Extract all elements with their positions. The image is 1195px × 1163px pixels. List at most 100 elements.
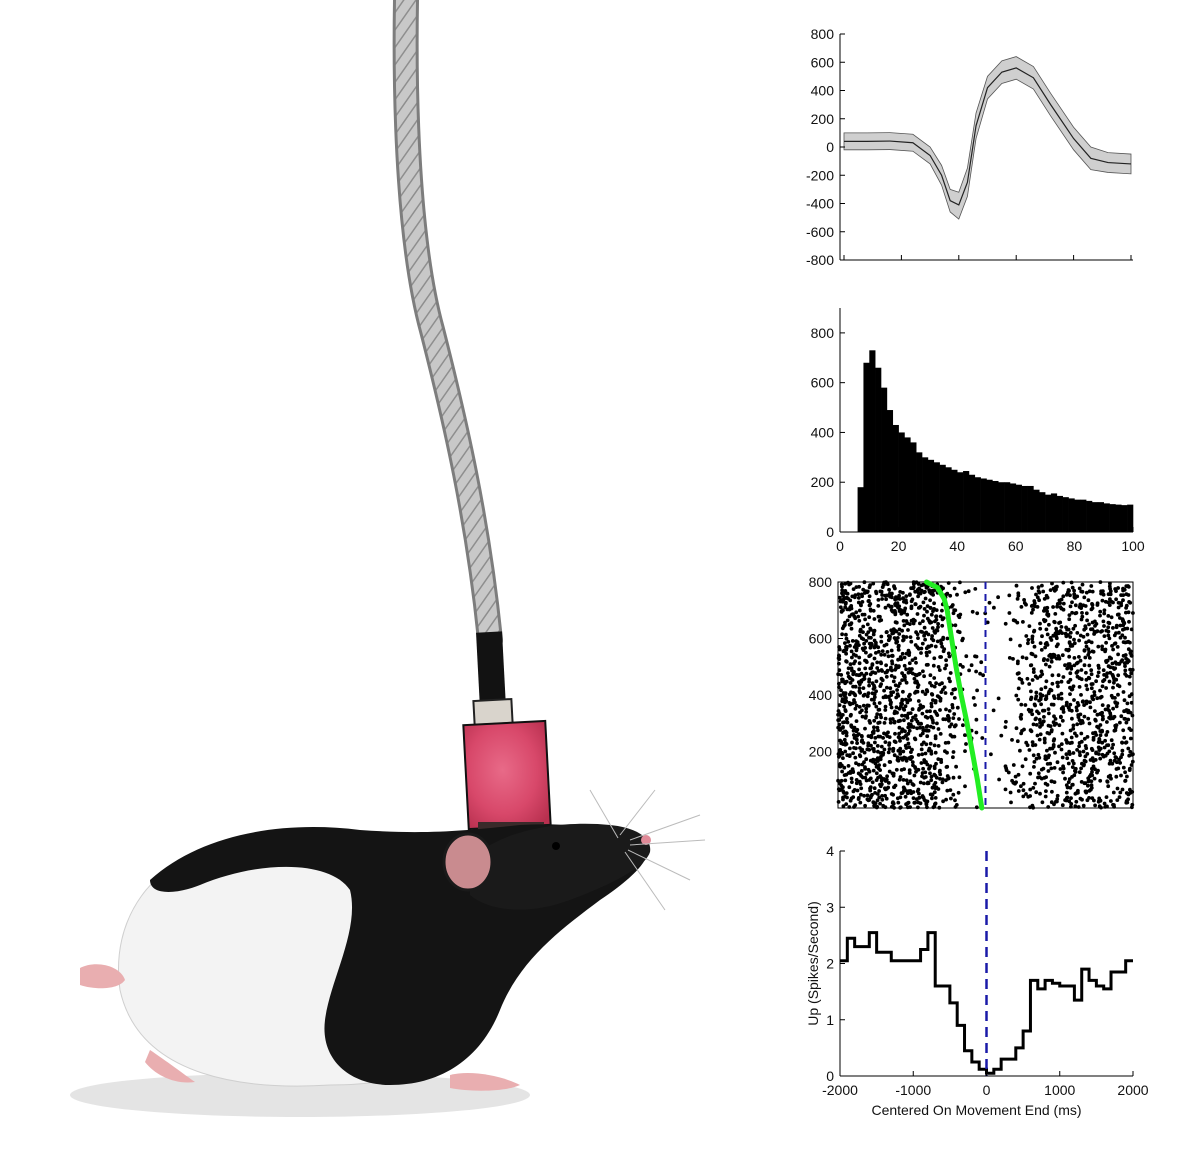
raster-spike bbox=[934, 681, 938, 686]
raster-spike bbox=[1032, 644, 1037, 649]
raster-spike bbox=[1109, 738, 1114, 743]
raster-spike bbox=[884, 663, 888, 668]
firing-rate-line bbox=[840, 931, 1133, 1075]
raster-spike bbox=[919, 761, 924, 765]
raster-spike bbox=[1111, 706, 1115, 711]
raster-spike bbox=[897, 632, 902, 636]
raster-spike bbox=[1085, 735, 1090, 739]
raster-spike bbox=[1115, 798, 1120, 802]
histogram-bar bbox=[1109, 504, 1116, 532]
raster-spike bbox=[894, 666, 898, 671]
raster-spike bbox=[850, 780, 854, 784]
raster-spike bbox=[891, 804, 895, 809]
histogram-bar bbox=[916, 452, 923, 532]
raster-spike bbox=[1090, 796, 1095, 800]
raster-spike bbox=[887, 587, 891, 592]
raster-spike bbox=[859, 592, 864, 597]
raster-spike bbox=[1124, 720, 1129, 725]
raster-spike bbox=[1020, 729, 1024, 733]
raster-spike bbox=[1030, 712, 1035, 717]
raster-spike bbox=[1115, 786, 1120, 791]
histogram-x-tick-label: 0 bbox=[836, 538, 844, 554]
raster-spike bbox=[1117, 630, 1121, 635]
raster-spike bbox=[884, 796, 889, 801]
raster-spike bbox=[1030, 678, 1035, 682]
raster-spike bbox=[1102, 801, 1107, 806]
raster-spike bbox=[1117, 757, 1121, 762]
raster-spike bbox=[852, 670, 856, 674]
raster-spike bbox=[948, 788, 953, 792]
raster-spike bbox=[882, 652, 887, 657]
raster-spike bbox=[1124, 603, 1129, 608]
raster-spike bbox=[1035, 733, 1040, 738]
raster-spike bbox=[1030, 640, 1035, 644]
raster-spike bbox=[1115, 645, 1120, 649]
raster-spike bbox=[899, 704, 903, 709]
raster-spike bbox=[1078, 658, 1083, 663]
raster-spike bbox=[1037, 590, 1042, 595]
raster-spike bbox=[1114, 755, 1119, 760]
raster-spike bbox=[872, 701, 877, 706]
raster-spike bbox=[918, 591, 923, 596]
raster-spike bbox=[1039, 702, 1043, 707]
raster-spike bbox=[932, 588, 937, 593]
raster-spike bbox=[1127, 674, 1132, 679]
raster-spike bbox=[1085, 687, 1090, 692]
raster-spike bbox=[1080, 761, 1084, 766]
raster-spike bbox=[928, 598, 932, 603]
raster-spike bbox=[854, 703, 859, 708]
raster-spike bbox=[1017, 676, 1022, 681]
raster-spike bbox=[1042, 737, 1047, 742]
raster-spike bbox=[1038, 626, 1043, 631]
raster-spike bbox=[904, 758, 909, 763]
raster-spike bbox=[1083, 624, 1088, 628]
raster-spike bbox=[1031, 607, 1035, 612]
raster-spike bbox=[989, 752, 993, 757]
raster-spike bbox=[918, 801, 923, 806]
raster-spike bbox=[844, 742, 849, 746]
raster-spike bbox=[946, 581, 951, 585]
raster-spike bbox=[909, 618, 914, 623]
raster-spike bbox=[1055, 797, 1060, 801]
raster-spike bbox=[872, 656, 877, 661]
raster-spike bbox=[927, 590, 932, 594]
histogram-bar bbox=[892, 424, 899, 532]
raster-spike bbox=[1125, 626, 1130, 631]
raster-spike bbox=[1087, 789, 1092, 793]
raster-spike bbox=[1083, 759, 1088, 764]
raster-spike bbox=[867, 585, 872, 590]
raster-spike bbox=[1123, 740, 1128, 745]
raster-spike bbox=[941, 649, 946, 654]
raster-spike bbox=[1027, 748, 1032, 752]
raster-spike bbox=[1074, 791, 1079, 796]
raster-spike bbox=[910, 760, 915, 764]
raster-spike bbox=[969, 663, 974, 668]
raster-spike bbox=[1072, 663, 1077, 668]
raster-spike bbox=[1103, 805, 1108, 809]
raster-spike bbox=[1065, 756, 1070, 761]
raster-spike bbox=[853, 755, 858, 760]
raster-spike bbox=[933, 786, 938, 791]
raster-spike bbox=[931, 593, 935, 597]
raster-spike bbox=[851, 751, 855, 756]
raster-spike bbox=[1110, 746, 1114, 750]
histogram-bar bbox=[886, 410, 894, 532]
raster-spike bbox=[862, 676, 867, 681]
raster-spike bbox=[1114, 774, 1119, 779]
raster-spike bbox=[919, 583, 924, 588]
raster-spike bbox=[917, 605, 922, 610]
raster-spike bbox=[1015, 597, 1020, 601]
raster-spike bbox=[896, 758, 901, 763]
raster-spike bbox=[941, 799, 945, 804]
raster-spike bbox=[1049, 766, 1054, 771]
raster-spike bbox=[843, 601, 848, 606]
raster-spike bbox=[1044, 679, 1049, 684]
raster-spike bbox=[928, 724, 933, 729]
raster-spike bbox=[925, 653, 929, 658]
rat-shadow bbox=[70, 1073, 530, 1117]
raster-spike bbox=[1069, 667, 1074, 671]
isi-histogram-panel: 0 200 400 600 800 0 20 40 60 80 100 bbox=[811, 308, 1145, 554]
raster-spike bbox=[1106, 784, 1111, 789]
raster-spike bbox=[869, 697, 874, 702]
waveform-y-tick-label: 0 bbox=[826, 139, 834, 155]
